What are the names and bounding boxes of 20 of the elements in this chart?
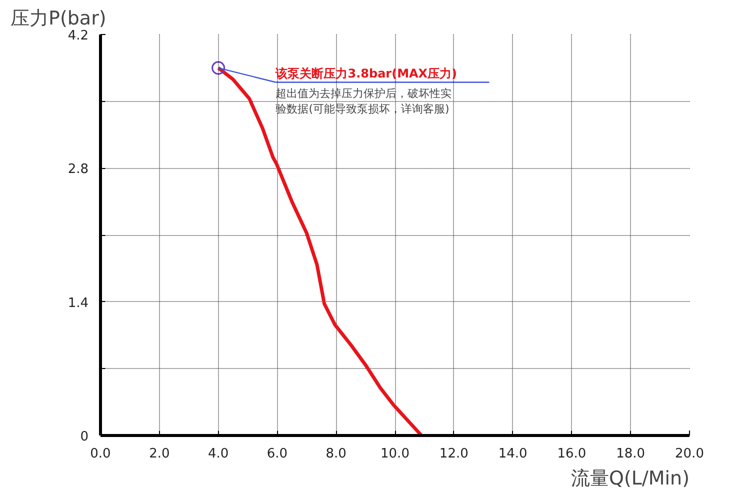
x-axis-title: 流量Q(L/Min) (571, 468, 690, 490)
x-tick-label: 16.0 (557, 446, 586, 462)
x-tick-label: 18.0 (616, 446, 646, 462)
y-tick-label: 4.2 (68, 28, 89, 44)
x-tick-label: 6.0 (266, 446, 288, 462)
x-tick-label: 0.0 (90, 446, 111, 462)
annotation: 验数据(可能导致泵损坏，详询客服) (276, 102, 450, 116)
y-tick-label: 1.4 (68, 296, 89, 311)
x-tick-label: 10.0 (380, 446, 410, 462)
y-tick-label: 0 (80, 430, 89, 444)
x-tick-label: 4.0 (208, 446, 229, 462)
annotation: 超出值为去掉压力保护后，破坏性实 (276, 87, 452, 100)
x-tick-label: 12.0 (439, 446, 468, 462)
x-tick-label: 8.0 (326, 446, 346, 462)
annotation: 该泵关断压力3.8bar(MAX压力) (274, 66, 458, 80)
x-tick-label: 20.0 (675, 446, 704, 462)
y-axis-title: 压力P(bar) (10, 8, 106, 30)
x-tick-label: 2.0 (149, 446, 170, 462)
y-tick-label: 2.8 (68, 162, 89, 178)
x-tick-label: 14.0 (498, 446, 528, 462)
